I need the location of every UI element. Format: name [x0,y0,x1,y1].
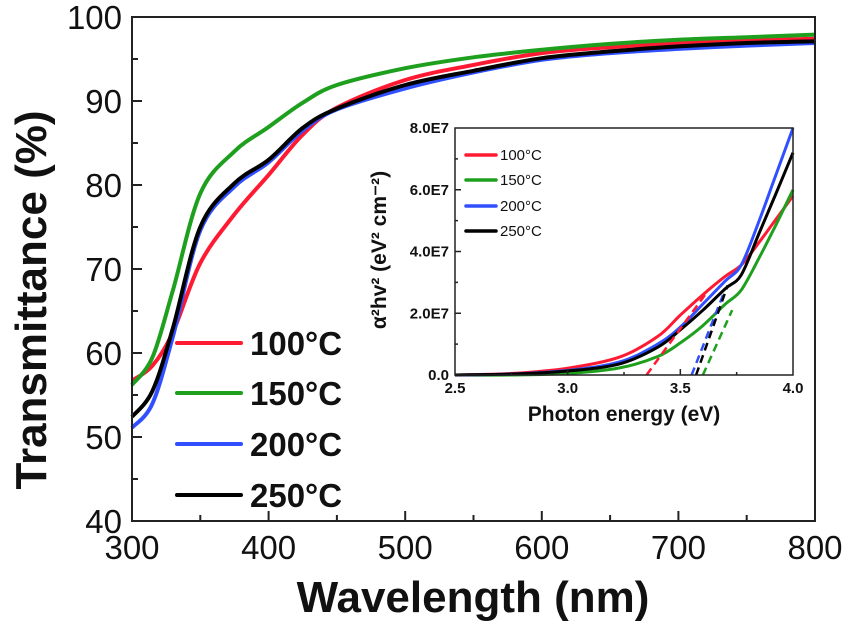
main-x-tick-label: 500 [378,529,433,566]
main-legend-label: 200°C [250,426,342,463]
inset-legend: 100°C 150°C 200°C 250°C [464,147,542,240]
inset-x-tick-label: 2.5 [445,380,466,397]
inset-tangent-line-200c [690,294,725,376]
main-x-axis-title: Wavelength (nm) [297,573,650,622]
inset-x-axis-title: Photon energy (eV) [528,403,721,426]
inset-x-tick-label: 3.5 [670,380,691,397]
inset-legend-item-200c: 200°C [464,198,542,215]
main-x-tick-label: 400 [241,529,296,566]
inset-tangent-line-250c [694,285,729,376]
inset-y-tick-label: 2.0E7 [410,305,449,322]
main-legend-item-100c: 100°C [175,325,342,362]
main-x-tick-label: 300 [104,529,159,566]
main-y-tick-label: 90 [85,83,122,120]
main-y-tick-label: 70 [85,251,122,288]
main-legend-label: 100°C [250,325,342,362]
inset-x-tick-label: 3.0 [557,380,578,397]
inset-x-tick-label: 4.0 [783,380,804,397]
main-y-axis-title: Transmittance (%) [7,111,56,490]
inset-legend-item-100c: 100°C [464,147,542,164]
main-y-tick-labels: 40 50 60 70 80 90 100 [67,0,122,540]
main-y-tick-label: 50 [85,419,122,456]
inset-background [455,128,793,375]
inset-x-tick-labels: 2.5 3.0 3.5 4.0 [445,380,804,397]
inset-legend-label: 100°C [500,147,542,164]
main-series-line-150c [130,32,816,387]
inset-y-tick-label: 8.0E7 [410,120,449,137]
main-series-line-250c [130,39,816,419]
main-legend: 100°C 150°C 200°C 250°C [175,325,342,514]
inset-series-group [454,127,795,377]
inset-y-tick-label: 4.0E7 [410,244,449,261]
main-y-tick-label: 40 [85,503,122,540]
main-axis-ticks [132,58,748,521]
inset-y-axis-title: α²hv² (eV² cm⁻²) [368,171,391,329]
main-legend-item-150c: 150°C [175,375,342,412]
main-x-tick-labels: 300 400 500 600 700 800 [104,529,842,566]
inset-y-tick-label: 0.0 [428,367,449,384]
main-x-tick-label: 800 [787,529,842,566]
main-legend-item-250c: 250°C [175,477,342,514]
main-y-tick-label: 100 [67,0,122,36]
inset-y-tick-label: 6.0E7 [410,182,449,199]
main-legend-item-200c: 200°C [175,426,342,463]
inset-legend-label: 200°C [500,198,542,215]
inset-tangent-line-100c [645,290,709,376]
main-x-tick-label: 700 [651,529,706,566]
inset-legend-item-150c: 150°C [464,172,542,189]
main-y-tick-label: 60 [85,335,122,372]
main-series-group [130,32,816,430]
inset-series-line-100c [454,195,795,377]
main-x-tick-label: 600 [514,529,569,566]
inset-tangent-line-150c [701,309,734,376]
inset-legend-item-250c: 250°C [464,223,542,240]
inset-series-line-250c [454,152,795,377]
inset-legend-label: 150°C [500,172,542,189]
inset-series-line-150c [454,189,795,377]
inset-axis-ticks [455,158,738,375]
main-legend-label: 150°C [250,375,342,412]
main-y-tick-label: 80 [85,167,122,204]
main-legend-label: 250°C [250,477,342,514]
inset-y-tick-labels: 0.0 2.0E7 4.0E7 6.0E7 8.0E7 [410,120,449,384]
inset-legend-label: 250°C [500,223,542,240]
